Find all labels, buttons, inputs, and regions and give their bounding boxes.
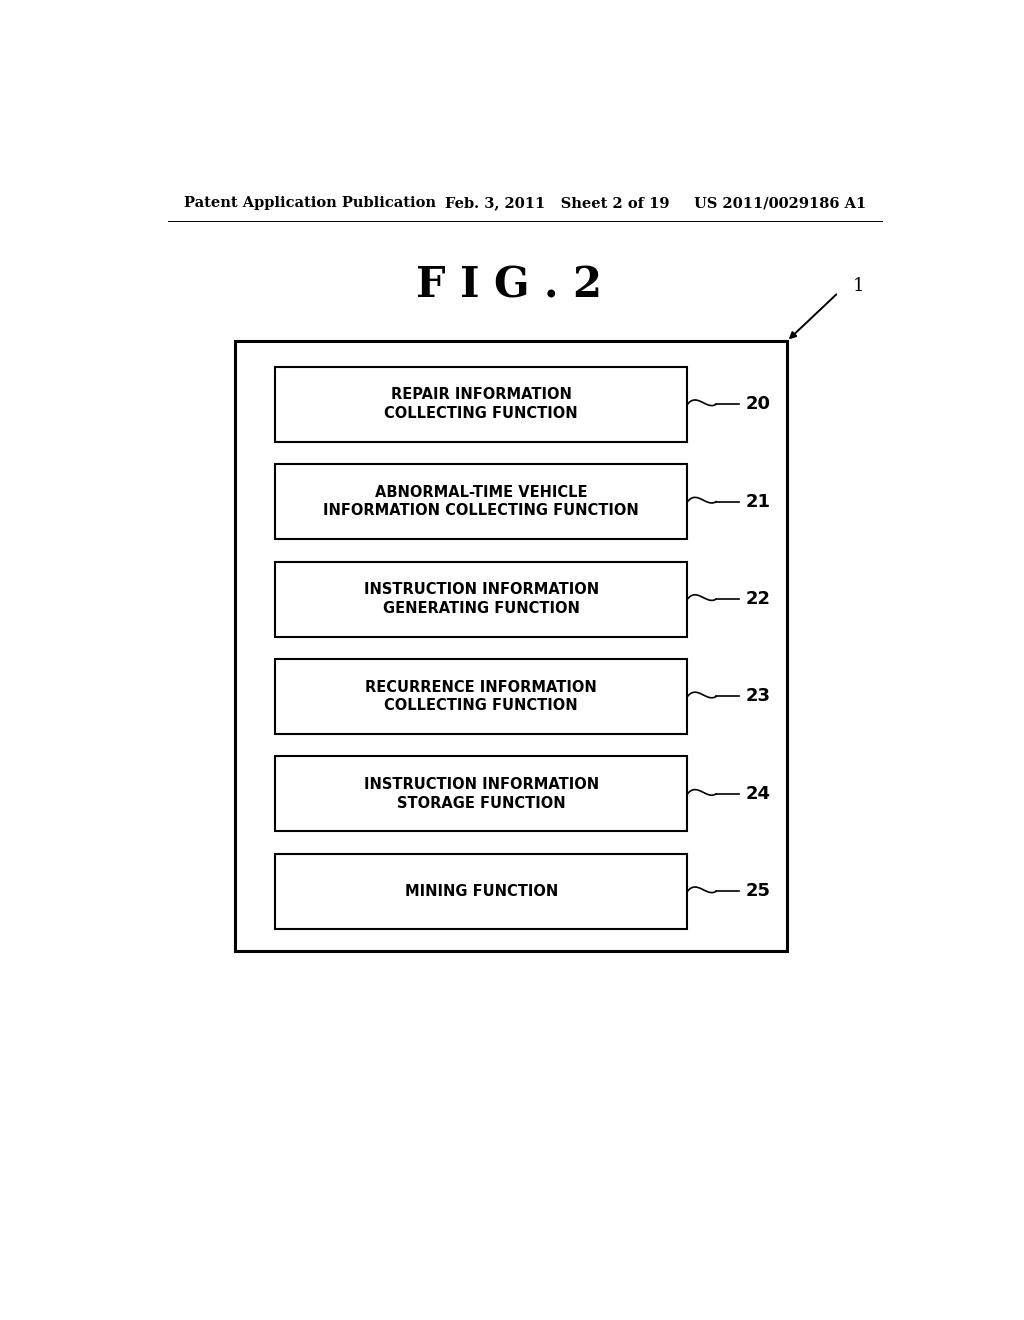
Bar [274,367,687,442]
Text: ABNORMAL-TIME VEHICLE
INFORMATION COLLECTING FUNCTION: ABNORMAL-TIME VEHICLE INFORMATION COLLEC… [324,484,639,519]
Bar [274,854,687,929]
Text: Feb. 3, 2011   Sheet 2 of 19: Feb. 3, 2011 Sheet 2 of 19 [445,197,670,210]
Text: 25: 25 [745,882,770,900]
Text: INSTRUCTION INFORMATION
GENERATING FUNCTION: INSTRUCTION INFORMATION GENERATING FUNCT… [364,582,599,616]
Bar [274,561,687,636]
Text: MINING FUNCTION: MINING FUNCTION [404,884,558,899]
Text: F I G . 2: F I G . 2 [416,264,602,306]
Bar [274,659,687,734]
Bar [274,465,687,539]
Text: RECURRENCE INFORMATION
COLLECTING FUNCTION: RECURRENCE INFORMATION COLLECTING FUNCTI… [366,680,597,713]
Text: Patent Application Publication: Patent Application Publication [183,197,435,210]
Text: 20: 20 [745,395,770,413]
Text: 24: 24 [745,785,770,803]
Text: REPAIR INFORMATION
COLLECTING FUNCTION: REPAIR INFORMATION COLLECTING FUNCTION [384,388,578,421]
Text: 21: 21 [745,492,770,511]
Text: 22: 22 [745,590,770,609]
Bar [274,756,687,832]
Text: INSTRUCTION INFORMATION
STORAGE FUNCTION: INSTRUCTION INFORMATION STORAGE FUNCTION [364,777,599,810]
Bar [236,342,786,952]
Text: 1: 1 [853,277,864,296]
Text: US 2011/0029186 A1: US 2011/0029186 A1 [694,197,866,210]
Text: 23: 23 [745,688,770,705]
